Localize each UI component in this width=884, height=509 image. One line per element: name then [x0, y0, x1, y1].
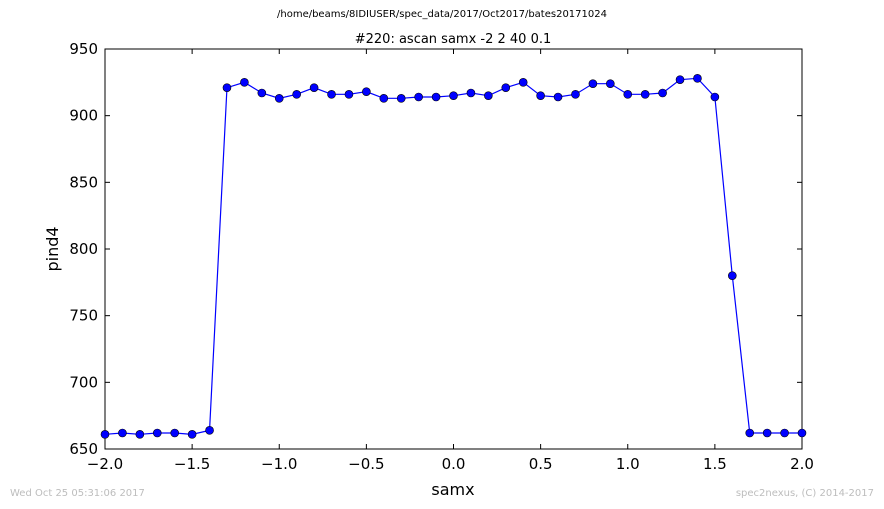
x-tick-label: 2.0: [790, 455, 814, 473]
data-point: [205, 426, 214, 435]
data-point: [396, 94, 406, 103]
data-point: [187, 430, 197, 439]
axes-frame: [104, 48, 803, 450]
x-tick-label: −1.5: [174, 455, 210, 473]
data-point: [553, 92, 563, 102]
data-point: [727, 271, 737, 280]
data-point: [710, 92, 720, 102]
credit-footer: spec2nexus, (C) 2014-2017: [735, 488, 874, 499]
data-point: [606, 79, 615, 88]
y-axis: 650 700 750 800 850 900 950: [69, 40, 802, 458]
y-tick-label: 800: [69, 240, 98, 258]
data-point: [222, 83, 232, 92]
data-point: [362, 87, 371, 96]
data-point: [640, 90, 650, 99]
data-point: [797, 428, 807, 438]
data-point: [309, 83, 319, 92]
chart-title: #220: ascan samx -2 2 40 0.1: [355, 32, 552, 47]
x-tick-label: 1.5: [703, 455, 727, 473]
figure-suptitle: /home/beams/8IDIUSER/spec_data/2017/Oct2…: [277, 9, 607, 20]
data-point: [780, 428, 789, 438]
data-point: [501, 83, 511, 92]
data-point: [152, 428, 162, 438]
data-point: [379, 94, 389, 103]
data-point: [292, 90, 301, 99]
data-point: [327, 90, 336, 99]
data-point: [518, 78, 528, 87]
data-point: [693, 74, 702, 83]
data-point: [449, 91, 458, 100]
y-tick-label: 850: [69, 173, 98, 191]
data-point: [623, 90, 633, 99]
x-tick-label: −0.5: [348, 455, 384, 473]
data-point: [100, 430, 110, 439]
data-point: [274, 94, 284, 103]
x-tick-label: −2.0: [87, 455, 123, 473]
data-point: [344, 90, 354, 99]
x-axis: −2.0 −1.5 −1.0 −0.5 0.0 0.5 1.0 1.5 2.0: [87, 49, 814, 473]
plot-frame: [104, 48, 803, 450]
data-point: [571, 90, 580, 99]
y-tick-label: 650: [69, 440, 98, 458]
y-tick-label: 950: [69, 40, 98, 58]
series-group: [100, 74, 807, 439]
timestamp-footer: Wed Oct 25 05:31:06 2017: [10, 488, 145, 499]
data-point: [414, 92, 423, 102]
data-point: [675, 75, 685, 84]
x-tick-label: −1.0: [261, 455, 297, 473]
y-tick-label: 900: [69, 107, 98, 125]
y-axis-label: pind4: [43, 226, 62, 271]
series-line: [104, 77, 802, 435]
x-tick-label: 0.0: [442, 455, 466, 473]
data-point: [257, 88, 267, 98]
data-point: [762, 428, 772, 438]
x-tick-label: 1.0: [616, 455, 640, 473]
data-point: [135, 430, 145, 439]
data-point: [240, 78, 249, 87]
data-point: [745, 428, 755, 438]
y-tick-label: 700: [69, 373, 98, 391]
data-point: [658, 88, 667, 98]
data-point: [466, 88, 476, 98]
x-axis-label: samx: [431, 480, 474, 499]
data-point: [431, 92, 441, 102]
data-point: [484, 91, 493, 100]
data-point: [588, 79, 598, 88]
x-tick-label: 0.5: [529, 455, 553, 473]
data-point: [118, 428, 127, 438]
y-tick-label: 750: [69, 307, 98, 325]
data-point: [170, 428, 179, 438]
data-point: [536, 91, 545, 100]
